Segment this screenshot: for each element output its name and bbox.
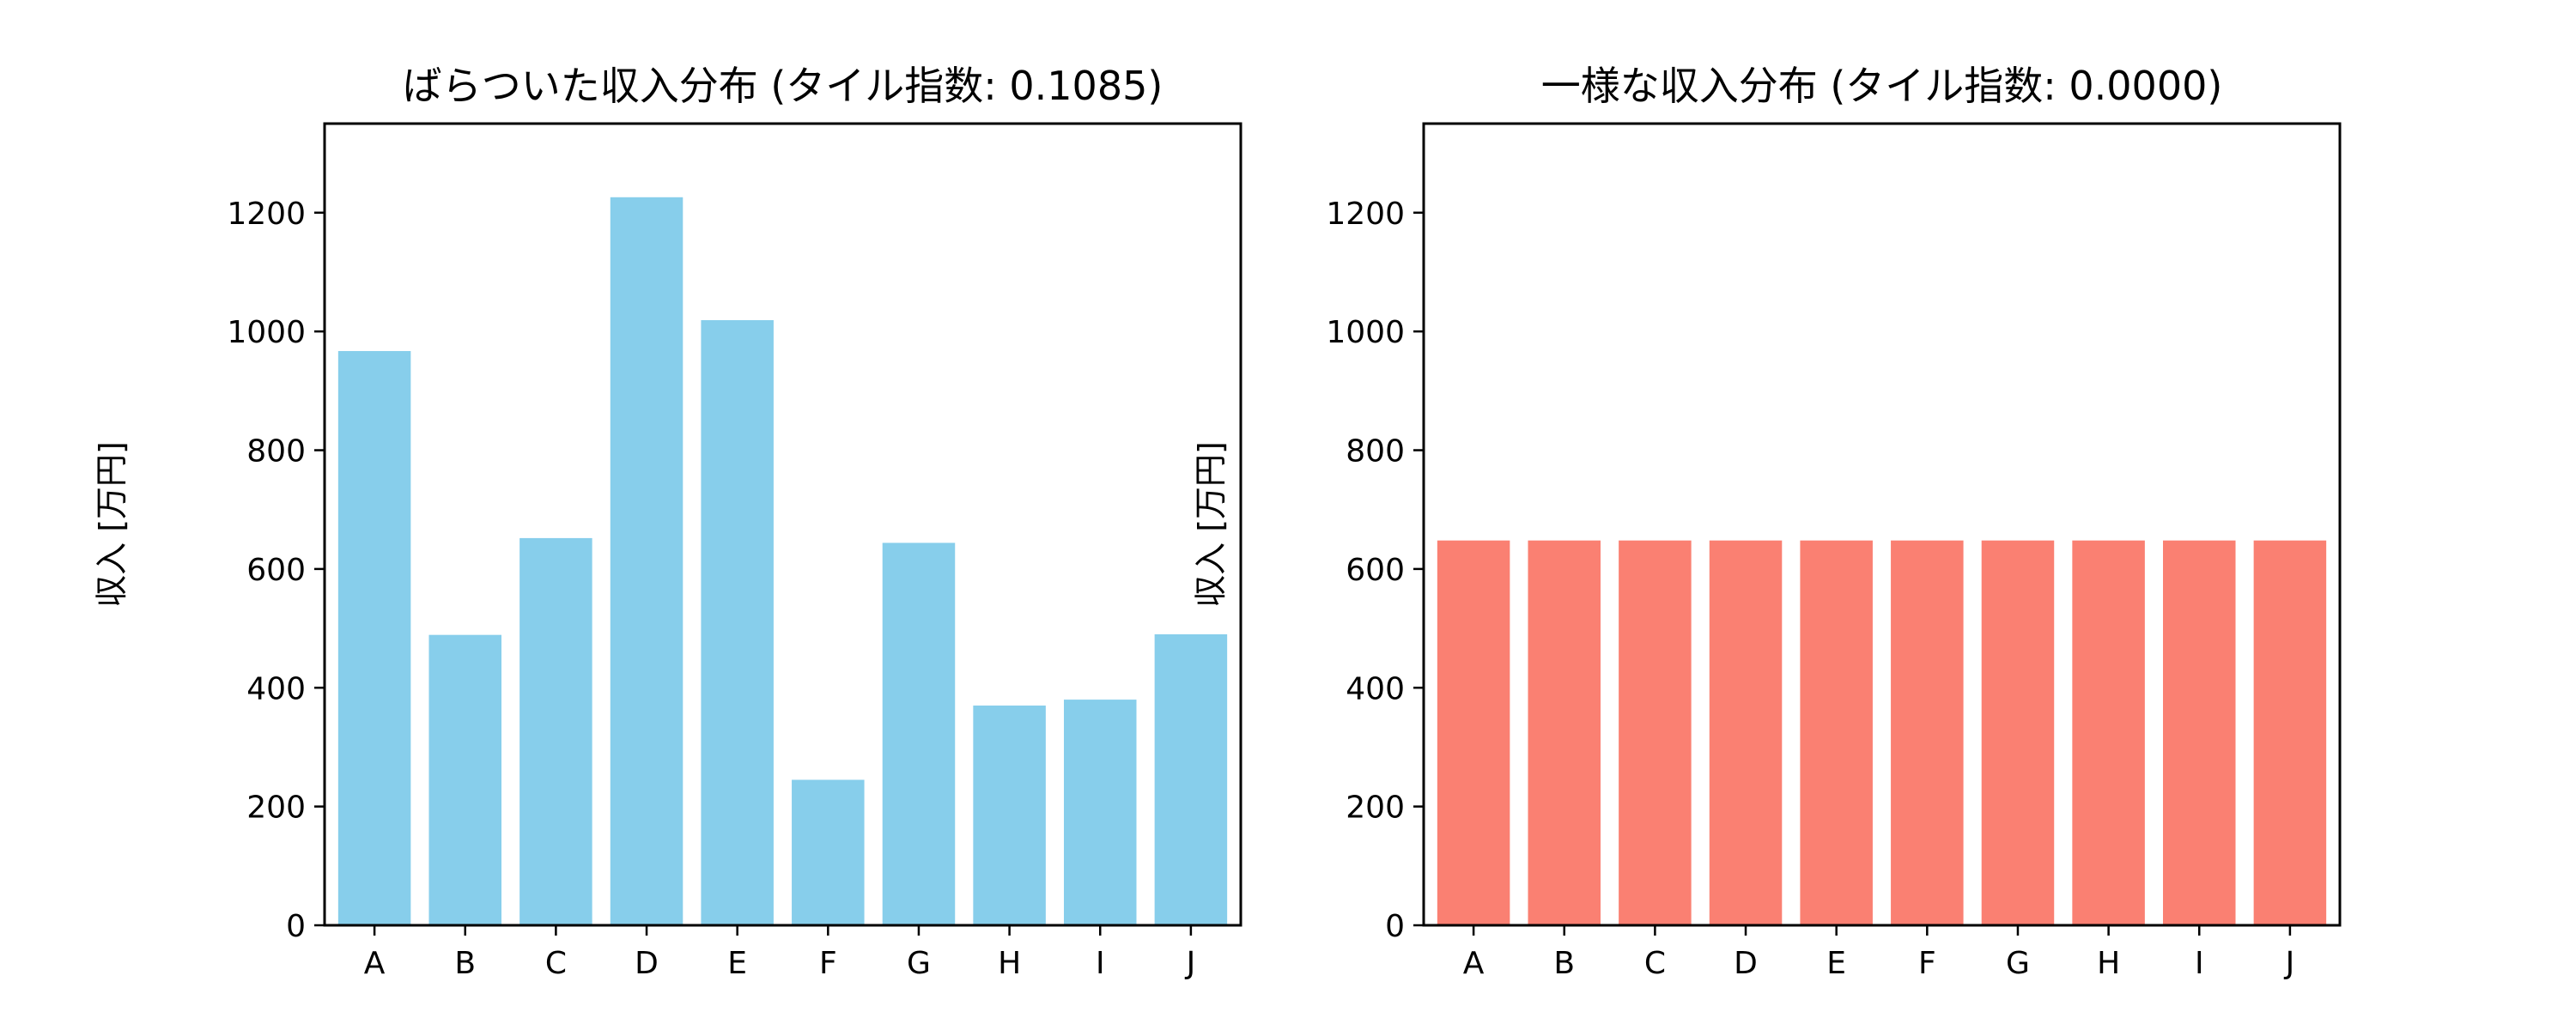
x-tick-label: E [727, 946, 747, 981]
x-tick-label: G [907, 946, 931, 981]
bar-B [1528, 540, 1601, 925]
y-tick-label: 0 [1385, 909, 1405, 944]
y-tick-label: 1000 [1326, 315, 1405, 350]
plot-frame [1422, 122, 2342, 927]
bar-C [1619, 540, 1692, 925]
bar-D [610, 197, 683, 926]
x-tick-label: I [1096, 946, 1105, 981]
y-tick-label: 600 [1346, 553, 1405, 588]
x-tick-label: B [454, 946, 476, 981]
x-tick-label: A [364, 946, 386, 981]
x-tick-label: J [1185, 946, 1196, 981]
y-tick-label: 600 [246, 553, 306, 588]
x-tick-label: H [998, 946, 1021, 981]
x-tick-label: A [1463, 946, 1485, 981]
x-tick-label: F [1918, 946, 1936, 981]
x-tick-label: D [635, 946, 659, 981]
x-tick-label: G [2006, 946, 2030, 981]
y-tick-label: 1000 [227, 315, 306, 350]
y-tick-label: 400 [1346, 671, 1405, 706]
y-axis-label: 収入 [万円] [1192, 441, 1230, 608]
bar-D [1709, 540, 1783, 925]
bar-E [1800, 540, 1873, 925]
y-tick-label: 1200 [1326, 197, 1405, 232]
y-tick-label: 200 [246, 791, 306, 826]
bar-H [2072, 540, 2145, 925]
x-tick-label: C [1644, 946, 1666, 981]
bar-J [1154, 633, 1228, 925]
bar-G [882, 542, 956, 925]
bar-H [973, 706, 1046, 925]
bar-F [792, 779, 865, 925]
bar-C [519, 537, 592, 925]
y-tick-label: 800 [1346, 434, 1405, 470]
x-tick-label: B [1553, 946, 1575, 981]
plot-frame [323, 122, 1242, 927]
chart-right: 0 200 400 600 800 1000 1200 A B C D E F G H I J 一様な収入分布 (… [1192, 63, 2342, 981]
y-tick-label: 800 [246, 434, 306, 470]
bar-I [1064, 700, 1137, 925]
bar-A [1437, 540, 1510, 925]
bar-B [428, 634, 501, 925]
y-tick-label: 400 [246, 671, 306, 706]
x-tick-label: D [1734, 946, 1758, 981]
y-tick-label: 1200 [227, 197, 306, 232]
x-tick-label: I [2195, 946, 2204, 981]
x-tick-label: F [819, 946, 837, 981]
bar-I [2163, 540, 2236, 925]
bar-F [1891, 540, 1964, 925]
bar-E [701, 320, 774, 925]
x-tick-label: C [545, 946, 567, 981]
y-tick-label: 200 [1346, 791, 1405, 826]
bar-G [1981, 540, 2055, 925]
y-tick-label: 0 [286, 909, 306, 944]
chart-left: 0 200 400 600 800 1000 1200 A B C D E F G H I J ばらついた収入分布… [93, 63, 1242, 981]
x-tick-label: E [1826, 946, 1846, 981]
x-tick-label: J [2284, 946, 2295, 981]
x-tick-label: H [2097, 946, 2120, 981]
chart-title: ばらついた収入分布 (タイル指数: 0.1085) [403, 63, 1163, 109]
bar-A [337, 350, 411, 926]
chart-title: 一様な収入分布 (タイル指数: 0.0000) [1541, 63, 2223, 109]
y-axis-label: 収入 [万円] [93, 441, 131, 608]
bar-J [2253, 540, 2327, 925]
